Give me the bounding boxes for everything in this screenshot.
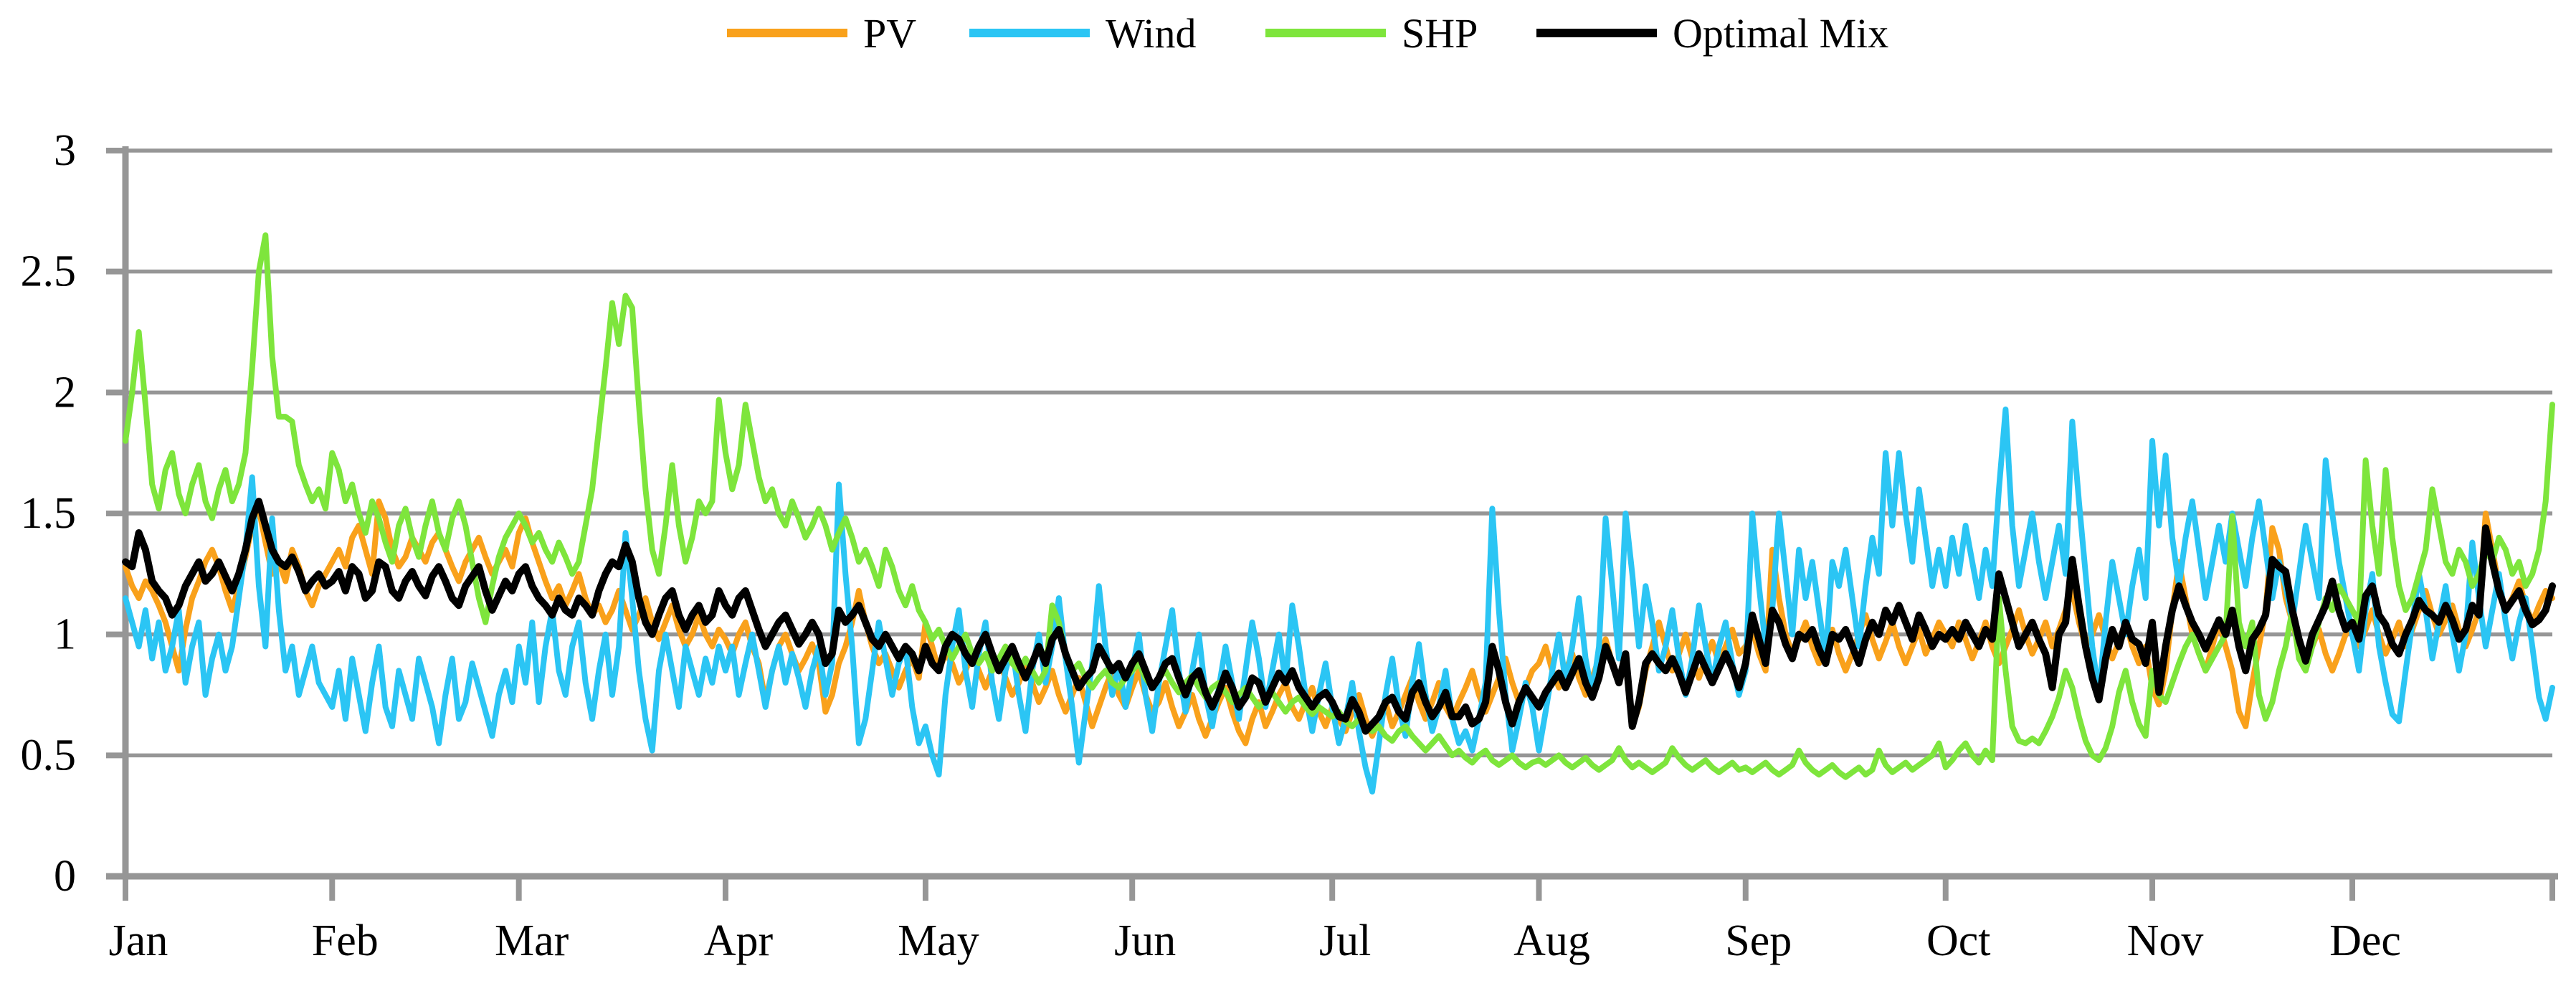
month-label: Jun	[1114, 916, 1176, 965]
y-tick-label: 2.5	[21, 247, 77, 296]
month-label: Apr	[704, 916, 774, 965]
month-label: Sep	[1725, 916, 1792, 965]
month-label: Nov	[2127, 916, 2204, 965]
series-line-shp	[123, 232, 2555, 780]
y-tick-label: 1	[54, 610, 76, 659]
month-label: Aug	[1513, 916, 1590, 965]
series-line-optimal-mix	[122, 498, 2556, 735]
y-tick-label: 0.5	[21, 731, 77, 779]
legend-label-shp: SHP	[1402, 10, 1478, 57]
legend-label-wind: Wind	[1106, 10, 1197, 57]
month-label: Dec	[2329, 916, 2401, 965]
month-label: Jan	[109, 916, 168, 965]
y-tick-label: 3	[54, 126, 76, 175]
month-label: Jul	[1319, 916, 1371, 965]
y-tick-label: 0	[54, 852, 76, 901]
legend-label-pv: PV	[863, 10, 916, 57]
month-label: Mar	[495, 916, 569, 965]
month-label: Oct	[1926, 916, 1991, 965]
month-label: May	[898, 916, 979, 965]
month-label: Feb	[312, 916, 379, 965]
legend-label-optimal-mix: Optimal Mix	[1673, 10, 1888, 57]
series-line-wind	[123, 406, 2555, 795]
y-tick-label: 1.5	[21, 489, 77, 538]
y-tick-label: 2	[54, 368, 76, 417]
